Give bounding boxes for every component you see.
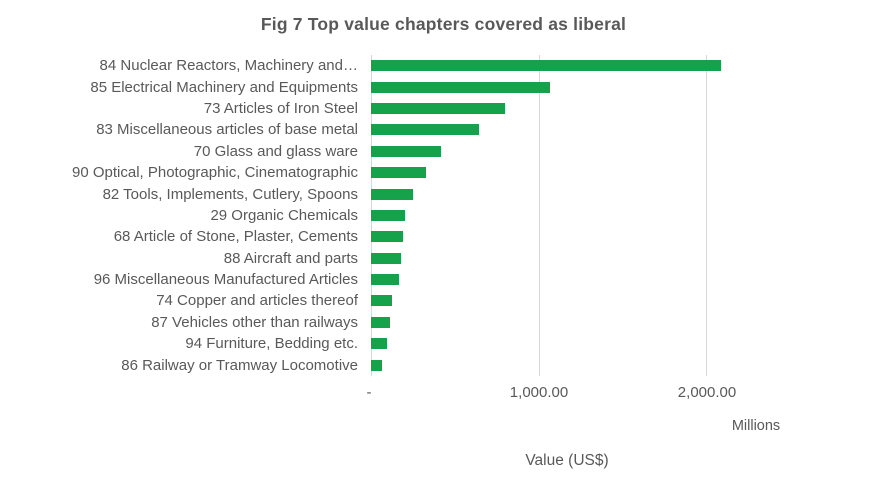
chart-row: 86 Railway or Tramway Locomotive <box>0 354 790 375</box>
chart-row: 88 Aircraft and parts <box>0 248 790 269</box>
bar-track <box>371 209 790 221</box>
bar <box>371 60 722 72</box>
x-tick-1000: 1,000.00 <box>509 384 569 401</box>
bar-track <box>371 188 790 200</box>
chart-row: 85 Electrical Machinery and Equipments <box>0 76 790 97</box>
category-label: 85 Electrical Machinery and Equipments <box>90 78 358 96</box>
axis-units-label: Millions <box>731 418 781 434</box>
bar <box>371 102 506 114</box>
x-axis-title: Value (US$) <box>525 452 609 469</box>
bar-track <box>371 81 790 93</box>
category-label: 96 Miscellaneous Manufactured Articles <box>93 271 358 289</box>
bar-track <box>371 60 790 72</box>
bar-track <box>371 359 790 371</box>
bar-track <box>371 338 790 350</box>
bar-track <box>371 316 790 328</box>
bar <box>371 252 402 264</box>
bar <box>371 167 427 179</box>
bar-rows: 84 Nuclear Reactors, Machinery and… 85 El… <box>0 55 790 376</box>
gridline-1000 <box>538 55 540 376</box>
chart-row: 84 Nuclear Reactors, Machinery and… <box>0 55 790 76</box>
bar <box>371 188 413 200</box>
bar-track <box>371 274 790 286</box>
category-label: 29 Organic Chemicals <box>210 206 358 224</box>
chart-row: 94 Furniture, Bedding etc. <box>0 333 790 354</box>
chart-row: 74 Copper and articles thereof <box>0 290 790 311</box>
chart-row: 29 Organic Chemicals <box>0 205 790 226</box>
bar-track <box>371 252 790 264</box>
category-label: 87 Vehicles other than railways <box>151 313 358 331</box>
bar <box>371 124 480 136</box>
category-label: 68 Article of Stone, Plaster, Cements <box>113 228 358 246</box>
chart-row: 96 Miscellaneous Manufactured Articles <box>0 269 790 290</box>
chart-row: 68 Article of Stone, Plaster, Cements <box>0 226 790 247</box>
bar <box>371 145 442 157</box>
chart-row: 73 Articles of Iron Steel <box>0 98 790 119</box>
bar <box>371 209 405 221</box>
category-label: 86 Railway or Tramway Locomotive <box>121 356 358 374</box>
category-label: 88 Aircraft and parts <box>223 249 358 267</box>
chart-row: 83 Miscellaneous articles of base metal <box>0 119 790 140</box>
category-label: 94 Furniture, Bedding etc. <box>185 335 358 353</box>
category-label: 82 Tools, Implements, Cutlery, Spoons <box>102 185 358 203</box>
bar <box>371 295 392 307</box>
category-label: 73 Articles of Iron Steel <box>203 99 358 117</box>
chart-row: 87 Vehicles other than railways <box>0 312 790 333</box>
bar <box>371 274 399 286</box>
bar <box>371 231 403 243</box>
category-label: 84 Nuclear Reactors, Machinery and… <box>99 57 358 75</box>
x-tick-zero: - <box>366 384 372 401</box>
bar-track <box>371 167 790 179</box>
bar-track <box>371 295 790 307</box>
chart-row: 82 Tools, Implements, Cutlery, Spoons <box>0 183 790 204</box>
category-label: 90 Optical, Photographic, Cinematographi… <box>72 164 358 182</box>
gridline-2000 <box>706 55 708 376</box>
bar-track <box>371 124 790 136</box>
bar-track <box>371 145 790 157</box>
category-label: 70 Glass and glass ware <box>193 142 358 160</box>
bar-track <box>371 102 790 114</box>
chart-row: 90 Optical, Photographic, Cinematographi… <box>0 162 790 183</box>
category-label: 83 Miscellaneous articles of base metal <box>96 121 358 139</box>
chart-row: 70 Glass and glass ware <box>0 141 790 162</box>
bar <box>371 316 391 328</box>
chart-title: Fig 7 Top value chapters covered as libe… <box>260 14 627 34</box>
bar-track <box>371 231 790 243</box>
category-label: 74 Copper and articles thereof <box>156 292 358 310</box>
bar <box>371 338 387 350</box>
bar <box>371 81 551 93</box>
bar <box>371 359 382 371</box>
x-tick-2000: 2,000.00 <box>677 384 737 401</box>
